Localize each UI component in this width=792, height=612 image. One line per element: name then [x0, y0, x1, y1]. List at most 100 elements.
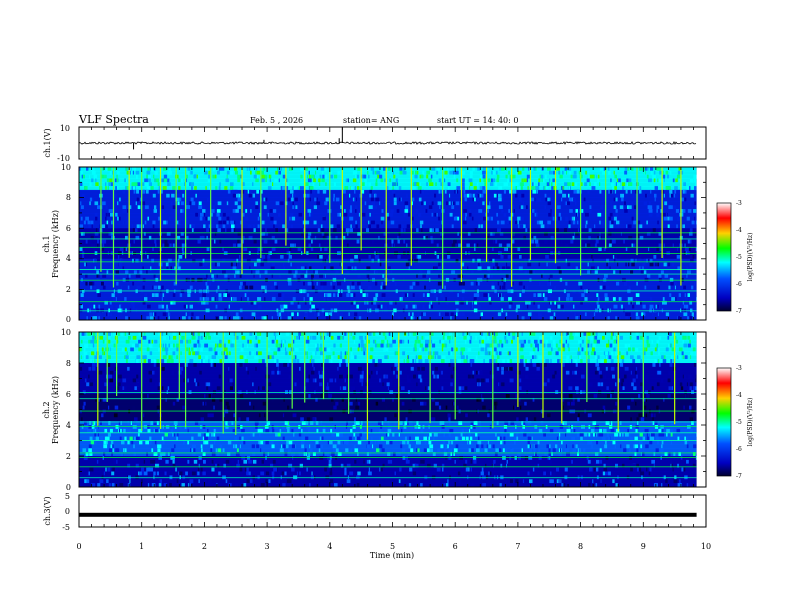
- spectrogram-speckle: [277, 366, 279, 371]
- spectrogram-speckle: [84, 378, 87, 383]
- spectrogram-speckle: [315, 397, 318, 402]
- spectrogram-speckle: [294, 270, 298, 275]
- spectrogram-speckle: [523, 178, 527, 183]
- spectrogram-speckle: [404, 228, 406, 232]
- spectrogram-speckle: [534, 167, 537, 171]
- spectrogram-speckle: [594, 182, 597, 187]
- spectrogram-speckle: [315, 343, 318, 348]
- spectrogram-speckle: [219, 397, 224, 402]
- spectrogram-speckle: [87, 428, 91, 433]
- spectrogram-speckle: [381, 220, 383, 225]
- spectrogram-speckle: [381, 281, 383, 286]
- spectrogram-speckle: [239, 355, 244, 360]
- spectrogram-speckle: [342, 189, 346, 194]
- spectrogram-speckle: [315, 421, 319, 425]
- spectrogram-speckle: [340, 351, 342, 356]
- spectrogram-speckle: [549, 170, 553, 175]
- spectrogram-speckle: [383, 167, 386, 171]
- spectrogram-speckle: [432, 370, 435, 375]
- spectrogram-speckle: [423, 235, 428, 240]
- spectrogram-speckle: [610, 239, 612, 244]
- spectrogram-speckle: [350, 300, 355, 305]
- spectrogram-speckle: [381, 421, 384, 425]
- spectrogram-speckle: [626, 297, 628, 301]
- spectrogram-speckle: [381, 339, 385, 344]
- spectrogram-speckle: [324, 224, 326, 229]
- spectrogram-speckle: [211, 355, 214, 360]
- spectrogram-speckle: [662, 255, 664, 259]
- ch1-spec-ytick-6: 6: [66, 224, 71, 233]
- spectrogram-speckle: [393, 243, 395, 248]
- spectrogram-speckle: [364, 266, 366, 271]
- spectrogram-speckle: [473, 293, 478, 297]
- spectrogram-speckle: [278, 274, 281, 278]
- spectrogram-speckle: [115, 448, 120, 453]
- spectrogram-speckle: [359, 432, 362, 437]
- spectrogram-speckle: [684, 293, 686, 297]
- spectrogram-speckle: [236, 270, 240, 275]
- spectrogram-speckle: [316, 201, 321, 206]
- spectrogram-speckle: [463, 209, 467, 213]
- spectrogram-speckle: [300, 186, 304, 190]
- spectrogram-speckle: [453, 448, 458, 453]
- spectrogram-speckle: [650, 189, 652, 194]
- spectrogram-speckle: [185, 205, 190, 210]
- spectrogram-speckle: [548, 293, 551, 297]
- spectrogram-speckle: [553, 343, 556, 348]
- spectrogram-speckle: [482, 186, 486, 190]
- spectrogram-speckle: [586, 351, 591, 356]
- spectrogram-speckle: [587, 440, 590, 445]
- spectrogram-speckle: [131, 440, 134, 445]
- spectrogram-speckle: [251, 444, 255, 449]
- spectrogram-speckle: [118, 262, 122, 267]
- spectrogram-speckle: [626, 444, 630, 449]
- spectrogram-speckle: [570, 266, 572, 271]
- spectrogram-speckle: [146, 270, 148, 275]
- spectrogram-speckle: [279, 428, 282, 433]
- spectrogram-speckle: [652, 312, 654, 317]
- spectrogram-speckle: [447, 255, 451, 259]
- spectrogram-speckle: [286, 247, 290, 252]
- spectrogram-speckle: [656, 347, 658, 352]
- spectrogram-speckle: [217, 285, 220, 290]
- spectrogram-speckle: [374, 255, 378, 259]
- spectrogram-speckle: [265, 285, 267, 290]
- spectrogram-speckle: [315, 347, 319, 352]
- spectrogram-speckle: [589, 205, 592, 210]
- spectrogram-speckle: [262, 167, 266, 171]
- spectrogram-speckle: [92, 335, 95, 340]
- spectrogram-speckle: [106, 178, 109, 183]
- spectrogram-speckle: [357, 366, 362, 371]
- spectrogram-speckle: [449, 332, 453, 336]
- spectrogram-speckle: [105, 359, 108, 363]
- spectrogram-speckle: [481, 444, 484, 449]
- spectrogram-speckle: [402, 448, 406, 453]
- spectrogram-speckle: [472, 193, 476, 198]
- spectrogram-speckle: [634, 436, 638, 441]
- spectrogram-speckle: [648, 258, 653, 263]
- spectrogram-speckle: [276, 312, 280, 317]
- ch1-wave-ylabel: ch.1(V): [43, 128, 52, 157]
- spectrogram-speckle: [350, 428, 353, 433]
- spectrogram-speckle: [689, 417, 692, 422]
- spectrogram-speckle: [517, 370, 521, 375]
- spectrogram-speckle: [684, 436, 686, 441]
- spectrogram-speckle: [415, 304, 417, 309]
- spectrogram-speckle: [642, 436, 645, 441]
- spectrogram-speckle: [416, 274, 418, 278]
- spectrogram-speckle: [326, 297, 329, 301]
- spectrogram-speckle: [456, 186, 461, 190]
- spectrogram-speckle: [532, 355, 534, 360]
- spectrogram-speckle: [507, 178, 511, 183]
- spectrogram-speckle: [658, 359, 660, 363]
- spectrogram-speckle: [541, 355, 543, 360]
- spectrogram-speckle: [393, 197, 397, 202]
- spectrogram-speckle: [233, 297, 237, 301]
- spectrogram-speckle: [275, 343, 279, 348]
- spectrogram-speckle: [656, 247, 659, 252]
- spectrogram-speckle: [202, 167, 206, 171]
- spectrogram-speckle: [189, 359, 194, 363]
- spectrogram-speckle: [208, 170, 211, 175]
- spectrogram-speckle: [433, 417, 436, 422]
- spectrogram-speckle: [577, 413, 580, 418]
